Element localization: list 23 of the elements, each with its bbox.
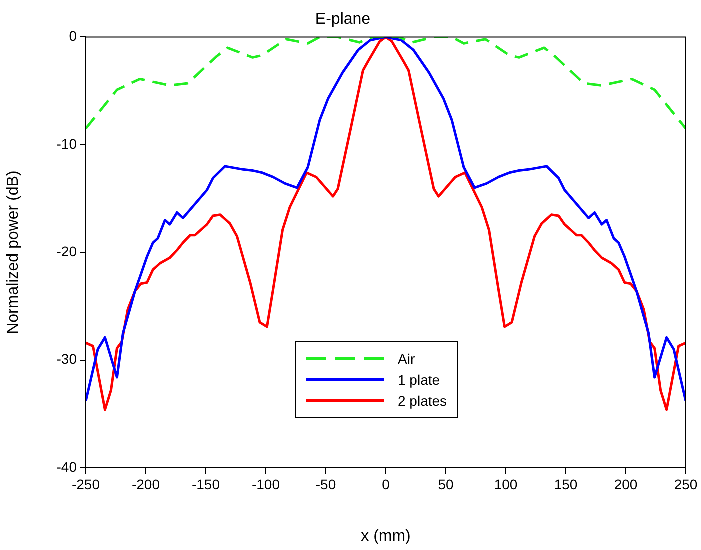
y-tick-label: -20 (56, 243, 78, 260)
x-tick-label: -200 (132, 476, 160, 492)
y-tick-label: -10 (56, 136, 78, 152)
x-tick-label: 100 (494, 476, 518, 492)
x-tick-label: -50 (316, 476, 336, 492)
x-tick-label: -250 (72, 476, 100, 492)
y-tick-label: -30 (56, 351, 78, 368)
x-tick-label: -100 (252, 476, 280, 492)
legend-label: 2 plates (398, 392, 448, 408)
x-tick-label: 200 (614, 476, 638, 492)
y-axis-title: Normalized power (dB) (5, 170, 22, 334)
x-axis-title: x (mm) (361, 528, 411, 545)
y-tick-label: -40 (56, 458, 78, 475)
x-tick-label: 0 (382, 476, 390, 492)
y-tick-label: 0 (69, 28, 78, 44)
legend-label: 1 plate (398, 372, 440, 388)
x-tick-label: 150 (554, 476, 578, 492)
line-series (86, 37, 686, 130)
x-tick-label: 50 (438, 476, 454, 492)
x-tick-label: -150 (192, 476, 220, 492)
chart-title: E-plane (315, 11, 371, 28)
legend-label: Air (398, 350, 416, 366)
x-tick-label: 250 (674, 476, 698, 492)
